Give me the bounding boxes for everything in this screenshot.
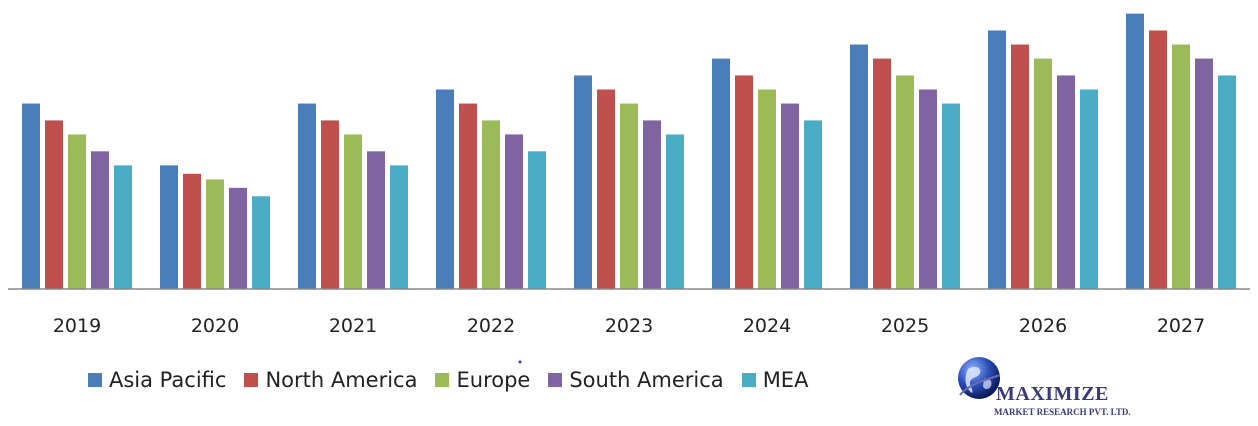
legend-item-asia-pacific: Asia Pacific — [88, 368, 226, 392]
legend-item-south-america: South America — [548, 368, 724, 392]
legend-item-mea: MEA — [741, 368, 809, 392]
bar-asia-pacific-2020 — [160, 165, 178, 289]
bar-south-america-2023 — [643, 120, 661, 290]
legend-swatch — [435, 373, 450, 387]
bar-north-america-2022 — [459, 103, 477, 289]
bar-mea-2025 — [942, 103, 960, 289]
x-tick-label: 2022 — [467, 315, 515, 337]
bar-south-america-2022 — [505, 134, 523, 289]
bar-mea-2020 — [252, 196, 270, 289]
bar-south-america-2027 — [1195, 58, 1213, 289]
bar-asia-pacific-2026 — [988, 30, 1006, 289]
legend-label: Asia Pacific — [109, 368, 227, 392]
bar-europe-2023 — [620, 103, 638, 289]
x-tick-label: 2021 — [329, 315, 377, 337]
bar-south-america-2026 — [1057, 75, 1075, 289]
globe-icon — [958, 357, 1001, 399]
bar-north-america-2026 — [1011, 44, 1029, 289]
bar-asia-pacific-2025 — [850, 44, 868, 289]
bar-asia-pacific-2021 — [298, 103, 316, 289]
chart-legend: Asia Pacific North America Europe South Ame… — [88, 368, 808, 392]
bar-asia-pacific-2023 — [574, 75, 592, 289]
bar-europe-2022 — [482, 120, 500, 290]
bar-south-america-2025 — [919, 89, 937, 290]
legend-swatch — [741, 373, 756, 387]
bar-europe-2025 — [896, 75, 914, 289]
bar-mea-2021 — [390, 165, 408, 289]
bar-mea-2027 — [1218, 75, 1236, 289]
bar-asia-pacific-2022 — [436, 89, 454, 290]
bar-europe-2024 — [758, 89, 776, 290]
bar-north-america-2020 — [183, 173, 201, 289]
bar-europe-2026 — [1034, 58, 1052, 289]
bar-asia-pacific-2019 — [22, 103, 40, 289]
legend-item-europe: Europe — [435, 368, 530, 392]
legend-swatch — [244, 373, 259, 387]
x-tick-label: 2025 — [881, 315, 929, 337]
bar-south-america-2019 — [91, 151, 109, 289]
bar-europe-2020 — [206, 179, 224, 289]
x-tick-label: 2019 — [53, 315, 101, 337]
bar-south-america-2020 — [229, 187, 247, 289]
legend-label: South America — [569, 368, 724, 392]
bar-north-america-2023 — [597, 89, 615, 290]
legend-label: North America — [265, 368, 418, 392]
bar-mea-2022 — [528, 151, 546, 289]
bar-mea-2024 — [804, 120, 822, 290]
bar-south-america-2024 — [781, 103, 799, 289]
legend-swatch — [88, 373, 102, 387]
bar-asia-pacific-2027 — [1126, 13, 1144, 290]
bar-europe-2027 — [1172, 44, 1190, 289]
x-tick-label: 2024 — [743, 315, 791, 337]
bar-europe-2019 — [68, 134, 86, 289]
legend-item-north-america: North America — [244, 368, 417, 392]
bar-north-america-2024 — [735, 75, 753, 289]
stray-dot — [518, 360, 522, 364]
x-tick-label: 2020 — [191, 315, 239, 337]
bar-north-america-2021 — [321, 120, 339, 290]
bar-asia-pacific-2024 — [712, 58, 730, 289]
bar-north-america-2027 — [1149, 30, 1167, 289]
bar-europe-2021 — [344, 134, 362, 289]
bar-north-america-2025 — [873, 58, 891, 289]
bar-mea-2019 — [114, 165, 132, 289]
x-tick-label: 2023 — [605, 315, 653, 337]
logo-subtitle: MARKET RESEARCH PVT. LTD. — [994, 407, 1131, 417]
x-tick-label: 2026 — [1019, 315, 1067, 337]
legend-swatch — [548, 373, 563, 387]
x-tick-label: 2027 — [1157, 315, 1205, 337]
legend-label: MEA — [762, 368, 809, 392]
bar-north-america-2019 — [45, 120, 63, 290]
logo-title: MAXIMIZE — [996, 383, 1109, 405]
bar-mea-2026 — [1080, 89, 1098, 290]
bar-mea-2023 — [666, 134, 684, 289]
legend-label: Europe — [456, 368, 531, 392]
bar-south-america-2021 — [367, 151, 385, 289]
maximize-logo: MAXIMIZE MARKET RESEARCH PVT. LTD. — [948, 352, 1178, 420]
